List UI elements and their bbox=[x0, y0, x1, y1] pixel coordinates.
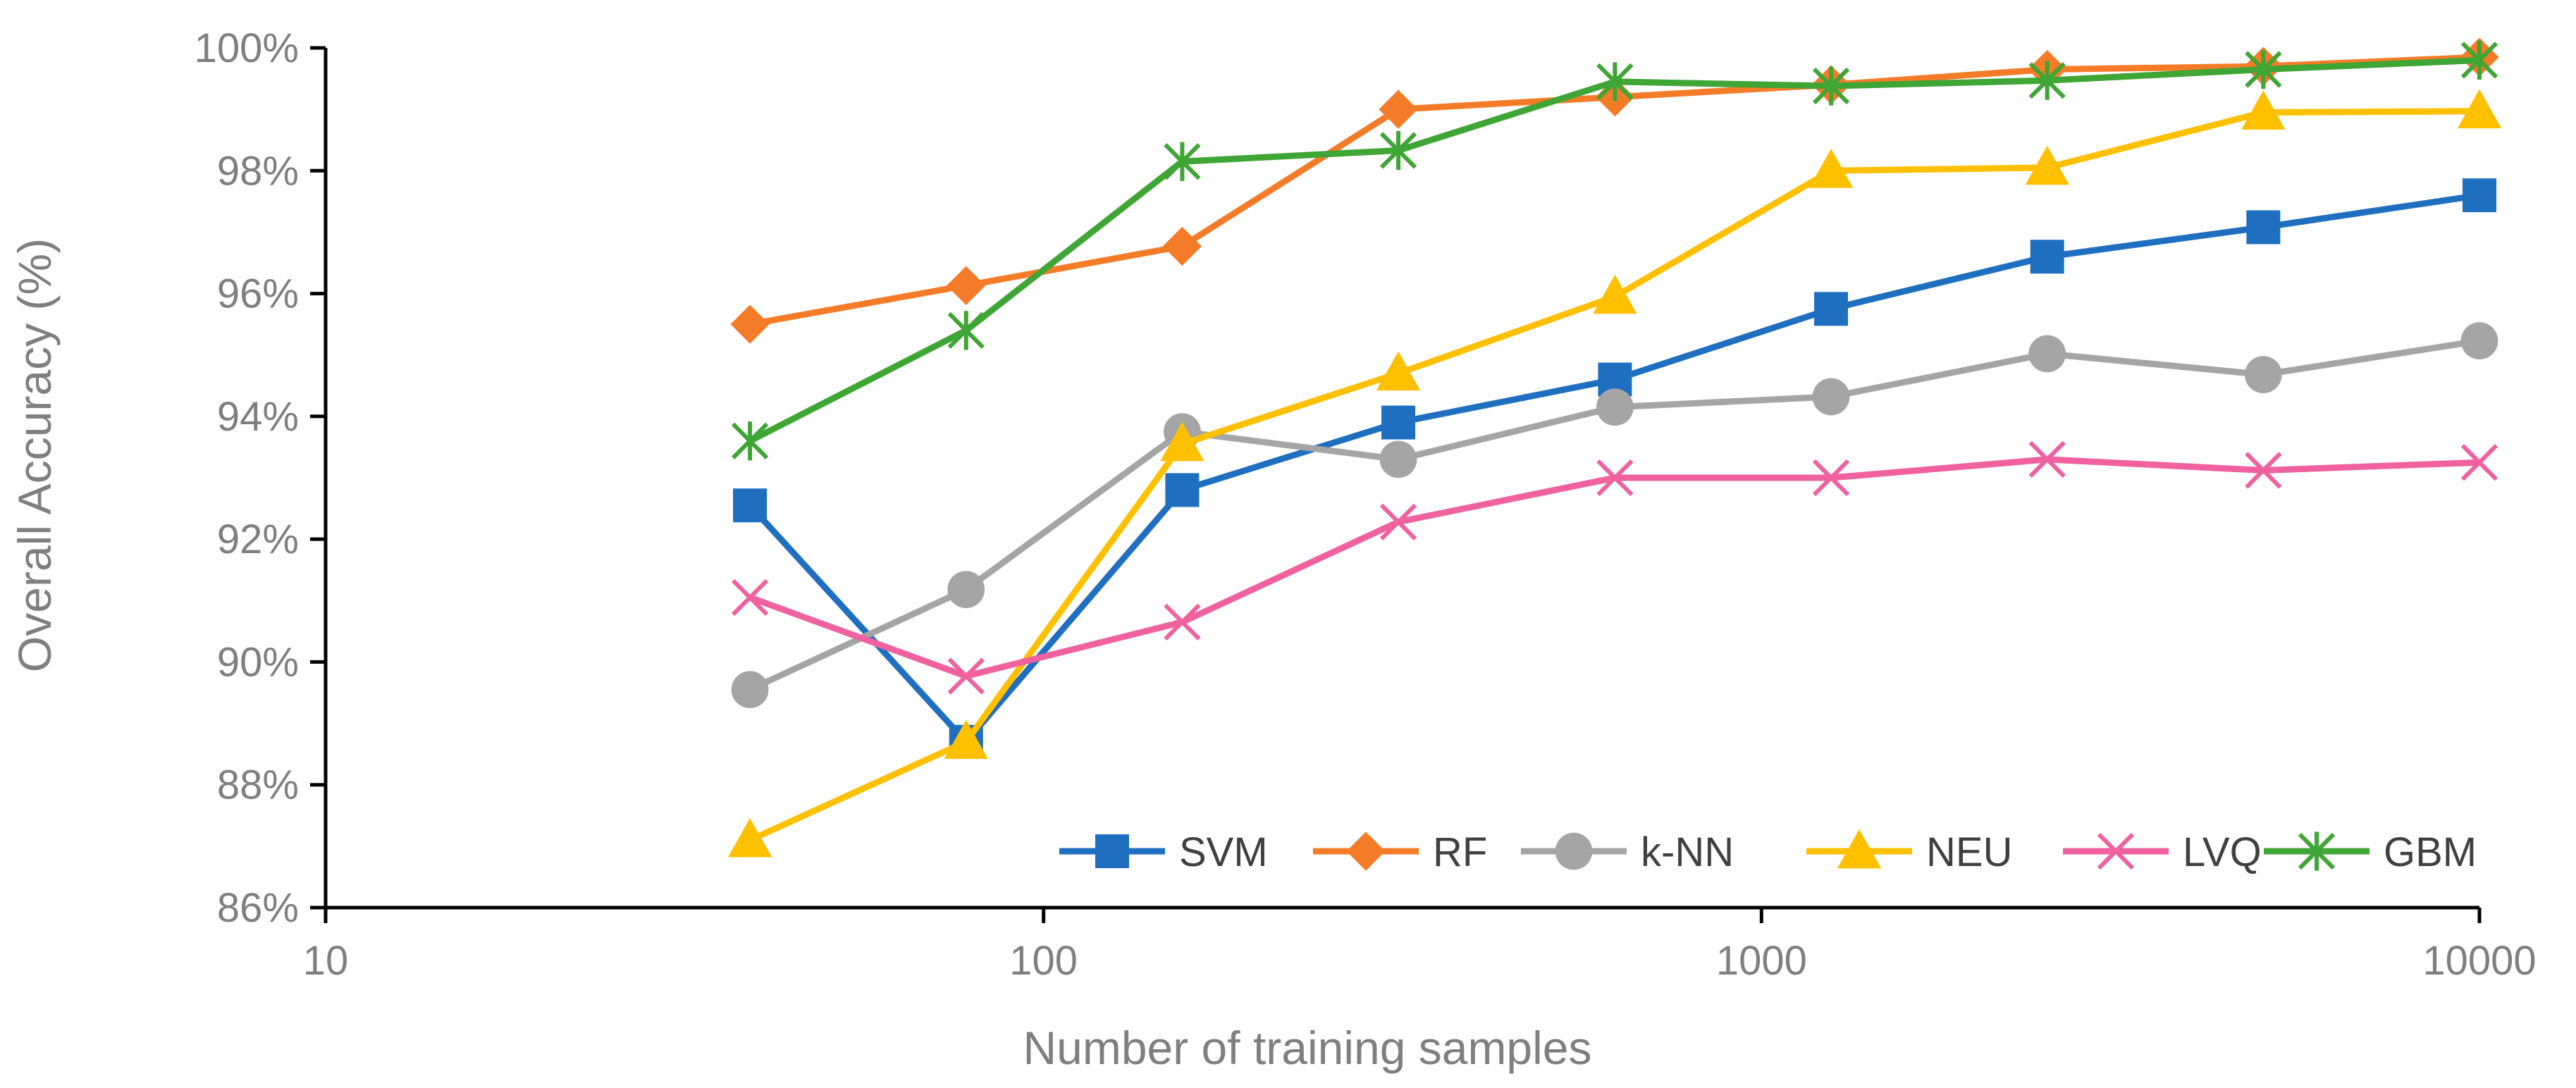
data-point-neu bbox=[1376, 351, 1421, 391]
legend-item-gbm: GBM bbox=[2264, 829, 2477, 875]
marker-stroke bbox=[731, 579, 769, 617]
marker-stroke bbox=[2245, 452, 2282, 489]
legend-label-gbm: GBM bbox=[2384, 829, 2477, 875]
y-tick-labels: 86% 88% 90% 92% 94% 96% 98% 100% bbox=[195, 25, 299, 931]
data-point-gbm bbox=[1379, 130, 1417, 171]
legend-marker-svm bbox=[1095, 834, 1129, 868]
marker-stroke bbox=[1596, 459, 1634, 497]
legend-label-rf: RF bbox=[1433, 829, 1487, 875]
data-point-svm bbox=[1381, 405, 1416, 440]
y-tick-label: 86% bbox=[217, 885, 299, 931]
y-tick-label: 96% bbox=[217, 271, 299, 317]
data-point-gbm bbox=[947, 311, 985, 350]
y-tick-label: 100% bbox=[195, 25, 299, 71]
legend-item-svm: SVM bbox=[1059, 829, 1268, 875]
data-point-gbm bbox=[731, 421, 769, 461]
data-point-neu bbox=[2457, 89, 2502, 129]
data-point-gbm bbox=[2245, 49, 2282, 89]
legend-marker-lvq bbox=[2097, 832, 2135, 870]
marker-stroke bbox=[2460, 444, 2498, 481]
data-point-k-nn bbox=[731, 671, 769, 709]
data-point-k-nn bbox=[2028, 335, 2066, 373]
data-point-k-nn bbox=[1379, 440, 1417, 478]
data-point-svm bbox=[1814, 292, 1849, 326]
marker-stroke bbox=[1812, 459, 1850, 497]
data-point-svm bbox=[2246, 210, 2281, 245]
y-tick-label: 92% bbox=[217, 517, 299, 562]
legend: SVM RF k-NN NEU LVQ GBM bbox=[1059, 829, 2477, 875]
legend-label-lvq: LVQ bbox=[2183, 829, 2262, 875]
data-point-gbm bbox=[2028, 61, 2066, 100]
series-lvq bbox=[731, 440, 2498, 695]
data-point-svm bbox=[2463, 178, 2496, 213]
data-point-k-nn bbox=[1596, 388, 1634, 426]
marker-stroke bbox=[947, 657, 985, 695]
data-point-k-nn bbox=[2244, 356, 2282, 393]
data-point-rf bbox=[1162, 226, 1202, 266]
series-layer bbox=[727, 37, 2502, 858]
legend-label-svm: SVM bbox=[1179, 829, 1268, 875]
series-k-nn bbox=[731, 322, 2498, 709]
x-axis-title: Number of training samples bbox=[1023, 1022, 1591, 1074]
data-point-rf bbox=[1379, 89, 1418, 129]
axes bbox=[310, 46, 2482, 923]
series-neu bbox=[727, 89, 2502, 858]
y-tick-label: 90% bbox=[217, 639, 299, 685]
x-tick-label: 1000 bbox=[1716, 938, 1807, 984]
data-point-neu bbox=[2241, 90, 2286, 130]
data-point-neu bbox=[1593, 274, 1637, 314]
data-point-rf bbox=[730, 304, 770, 344]
marker-stroke bbox=[2097, 832, 2135, 870]
data-point-gbm bbox=[1596, 62, 1634, 101]
data-point-lvq bbox=[2460, 444, 2498, 481]
legend-label-neu: NEU bbox=[1926, 829, 2012, 875]
data-point-neu bbox=[1160, 421, 1204, 462]
data-point-neu bbox=[727, 817, 772, 858]
marker-stroke bbox=[2028, 440, 2066, 478]
data-point-neu bbox=[944, 719, 988, 760]
legend-item-lvq: LVQ bbox=[2063, 829, 2262, 875]
x-tick-label: 10000 bbox=[2422, 938, 2536, 984]
legend-marker-rf bbox=[1346, 832, 1386, 871]
data-point-lvq bbox=[2028, 440, 2066, 478]
marker-stroke bbox=[1379, 503, 1417, 540]
data-point-k-nn bbox=[2460, 322, 2498, 360]
legend-item-k-nn: k-NN bbox=[1521, 829, 1734, 875]
x-tick-label: 100 bbox=[1009, 938, 1078, 984]
y-tick-label: 94% bbox=[217, 394, 299, 440]
data-point-gbm bbox=[2460, 40, 2498, 80]
data-point-lvq bbox=[947, 657, 985, 695]
legend-marker-gbm bbox=[2298, 832, 2336, 871]
data-point-svm bbox=[2030, 240, 2064, 274]
legend-item-rf: RF bbox=[1313, 829, 1487, 875]
data-point-neu bbox=[1808, 149, 1854, 188]
x-tick-label: 10 bbox=[303, 938, 349, 984]
data-point-gbm bbox=[1164, 142, 1201, 181]
legend-item-neu: NEU bbox=[1806, 829, 2012, 875]
data-point-lvq bbox=[2245, 452, 2282, 489]
data-point-lvq bbox=[1164, 603, 1201, 641]
data-point-neu bbox=[2025, 145, 2069, 185]
legend-marker-neu bbox=[1837, 829, 1882, 869]
data-point-k-nn bbox=[1812, 378, 1850, 416]
y-tick-label: 98% bbox=[217, 148, 299, 194]
y-tick-label: 88% bbox=[217, 762, 299, 808]
data-point-svm bbox=[1165, 473, 1200, 507]
data-point-lvq bbox=[731, 579, 769, 617]
data-point-lvq bbox=[1379, 503, 1417, 540]
series-gbm bbox=[731, 40, 2498, 461]
legend-marker-k-nn bbox=[1555, 832, 1593, 870]
series-line-lvq bbox=[748, 456, 2480, 679]
data-point-lvq bbox=[1812, 459, 1850, 497]
legend-label-k-nn: k-NN bbox=[1641, 829, 1734, 875]
x-tick-labels: 10 100 1000 10000 bbox=[303, 938, 2537, 984]
data-point-gbm bbox=[1812, 66, 1850, 106]
data-point-lvq bbox=[1596, 459, 1634, 497]
data-point-k-nn bbox=[947, 571, 985, 608]
marker-stroke bbox=[1164, 603, 1201, 641]
y-axis-title: Overall Accuracy (%) bbox=[8, 238, 61, 672]
data-point-rf bbox=[947, 266, 986, 305]
data-point-svm bbox=[733, 488, 768, 523]
